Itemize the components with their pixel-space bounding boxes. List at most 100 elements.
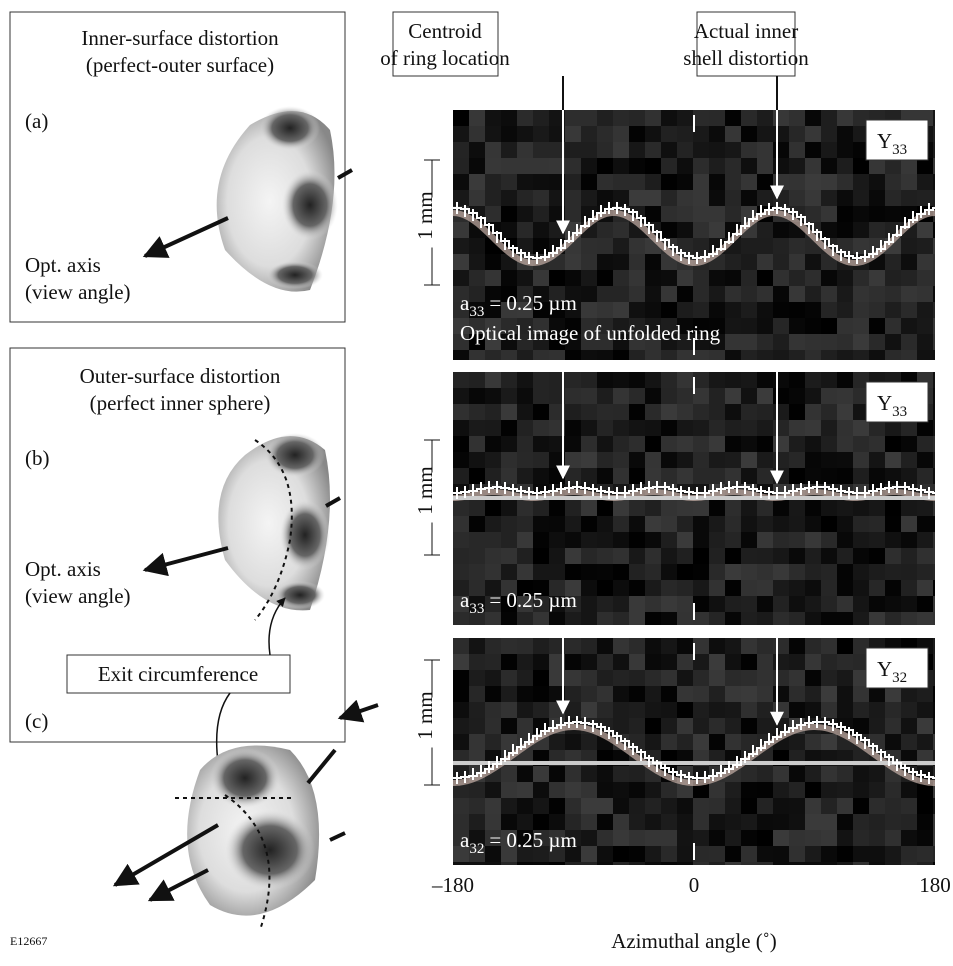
pixel	[837, 862, 853, 865]
pixel	[469, 638, 485, 654]
pixel	[469, 718, 485, 734]
pixel	[533, 798, 549, 814]
pixel	[821, 142, 837, 158]
pixel	[773, 612, 789, 625]
pixel	[789, 142, 805, 158]
pixel	[565, 468, 581, 484]
pixel	[837, 286, 853, 302]
pixel	[805, 126, 821, 142]
pixel	[757, 638, 773, 654]
pixel	[741, 548, 757, 564]
pixel	[869, 174, 885, 190]
pixel	[933, 862, 935, 865]
pixel	[805, 334, 821, 350]
pixel	[741, 564, 757, 580]
pixel	[597, 596, 613, 612]
pixel	[693, 436, 709, 452]
pixel	[677, 548, 693, 564]
mode-base: Y	[877, 391, 892, 415]
pixel	[885, 862, 901, 865]
pixel	[565, 270, 581, 286]
pixel	[501, 222, 517, 238]
pixel	[629, 564, 645, 580]
pixel	[757, 500, 773, 516]
pixel	[773, 670, 789, 686]
pixel	[933, 142, 935, 158]
pixel	[917, 532, 933, 548]
pixel	[789, 702, 805, 718]
pixel	[533, 420, 549, 436]
pixel	[613, 596, 629, 612]
pixel	[645, 452, 661, 468]
pixel	[901, 350, 917, 360]
pixel	[469, 436, 485, 452]
pixel	[773, 350, 789, 360]
pixel	[533, 158, 549, 174]
pixel	[933, 334, 935, 350]
pixel	[661, 302, 677, 318]
pixel	[533, 110, 549, 126]
pixel	[645, 270, 661, 286]
pixel	[581, 404, 597, 420]
pixel	[677, 532, 693, 548]
pixel	[469, 500, 485, 516]
pixel	[533, 270, 549, 286]
pixel	[629, 142, 645, 158]
pixel	[613, 500, 629, 516]
pixel	[597, 532, 613, 548]
pixel	[501, 654, 517, 670]
pixel	[613, 452, 629, 468]
pixel	[837, 302, 853, 318]
pixel	[821, 270, 837, 286]
pixel	[581, 830, 597, 846]
pixel	[773, 174, 789, 190]
pixel	[725, 388, 741, 404]
pixel	[821, 532, 837, 548]
pixel	[645, 206, 661, 222]
pixel	[565, 500, 581, 516]
pixel	[629, 814, 645, 830]
pixel	[597, 174, 613, 190]
pixel	[661, 612, 677, 625]
pixel	[661, 190, 677, 206]
pixel	[885, 612, 901, 625]
pixel	[917, 580, 933, 596]
pixel	[661, 830, 677, 846]
pixel	[837, 846, 853, 862]
callout: shell distortion	[683, 46, 809, 70]
pixel	[901, 238, 917, 254]
pixel	[549, 548, 565, 564]
pixel	[581, 638, 597, 654]
pixel	[645, 468, 661, 484]
pixel	[789, 782, 805, 798]
pixel	[533, 206, 549, 222]
pixel	[917, 238, 933, 254]
pixel	[501, 436, 517, 452]
pixel	[869, 564, 885, 580]
pixel	[581, 174, 597, 190]
pixel	[485, 452, 501, 468]
pixel	[917, 270, 933, 286]
pixel	[757, 564, 773, 580]
pixel	[533, 532, 549, 548]
pixel	[885, 436, 901, 452]
pixel	[629, 420, 645, 436]
pixel	[773, 532, 789, 548]
pixel	[549, 766, 565, 782]
pixel	[805, 516, 821, 532]
pixel	[469, 388, 485, 404]
pixel	[469, 270, 485, 286]
pixel	[485, 798, 501, 814]
pixel	[485, 126, 501, 142]
pixel	[501, 126, 517, 142]
pixel	[485, 686, 501, 702]
pixel	[613, 670, 629, 686]
pixel	[501, 782, 517, 798]
pixel	[805, 814, 821, 830]
pixel	[757, 846, 773, 862]
pixel	[581, 782, 597, 798]
annotation-rest: = 0.25 µm	[489, 588, 577, 612]
pixel	[533, 564, 549, 580]
pixel	[677, 654, 693, 670]
pixel	[725, 334, 741, 350]
